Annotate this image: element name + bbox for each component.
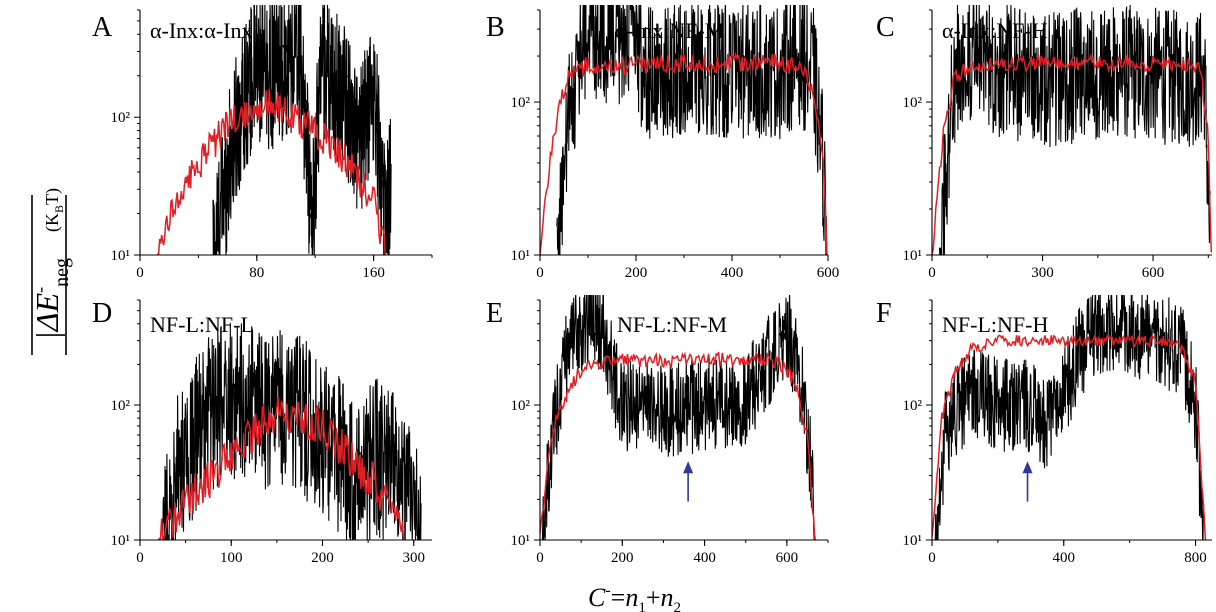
y-axis-label: |ΔE-neg (KBT) bbox=[29, 188, 73, 355]
x-tick-label: 600 bbox=[776, 550, 799, 566]
y-tick-label: 10¹ bbox=[111, 248, 131, 264]
xlabel-eq: = bbox=[611, 583, 626, 612]
panel-a: 0 80 160 10¹ 10² A α-Inx:α-Inx bbox=[92, 5, 433, 281]
y-tick-label: 10¹ bbox=[903, 533, 923, 549]
panel-f: 0 400 800 10¹ 10² F NF-L:NF-H bbox=[876, 295, 1212, 566]
x-tick-label: 200 bbox=[611, 550, 634, 566]
marker-arrow-down bbox=[282, 28, 290, 55]
panel-title: α-Inx:α-Inx bbox=[150, 18, 252, 43]
y-tick-label: 10² bbox=[903, 398, 923, 414]
panel-letter: E bbox=[486, 298, 503, 329]
series-red-line bbox=[540, 351, 816, 540]
x-tick-label: 800 bbox=[1184, 550, 1207, 566]
ylabel-sup: - bbox=[30, 287, 50, 293]
panel-title: α-Inx:NF-H bbox=[942, 18, 1048, 43]
marker-arrow-down bbox=[340, 58, 349, 85]
ylabel-units-sub: B bbox=[52, 205, 66, 213]
marker-arrow-down bbox=[308, 196, 317, 223]
marker-arrow-down bbox=[778, 316, 787, 342]
marker-arrow-down bbox=[362, 84, 371, 111]
x-tick-label: 0 bbox=[928, 265, 936, 281]
ylabel-sub: neg bbox=[51, 258, 73, 287]
series-red-line bbox=[156, 89, 387, 255]
highlight-arrow-up bbox=[1022, 461, 1033, 502]
x-tick-label: 200 bbox=[625, 265, 648, 281]
svg-text:(KBT): (KBT) bbox=[42, 188, 66, 232]
panel-letter: C bbox=[876, 12, 895, 43]
x-tick-label: 0 bbox=[136, 265, 144, 281]
panel-title: NF-L:NF-H bbox=[942, 312, 1048, 337]
x-tick-label: 0 bbox=[536, 265, 544, 281]
xlabel-plus: + bbox=[646, 583, 661, 612]
panel-b: 0 200 400 600 10¹ 10² B α-Inx:NF-M bbox=[486, 5, 840, 281]
panel-letter: B bbox=[486, 12, 505, 43]
marker-arrow-down bbox=[231, 366, 240, 393]
panel-title: NF-L:NF-M bbox=[617, 312, 727, 337]
series-red-line bbox=[932, 53, 1212, 255]
x-tick-label: 0 bbox=[928, 550, 936, 566]
x-tick-label: 200 bbox=[311, 550, 334, 566]
x-tick-label: 400 bbox=[1053, 550, 1076, 566]
panel-d: 0 100 200 300 10¹ 10² D NF-L:NF-L bbox=[92, 298, 432, 566]
series-red-line bbox=[540, 52, 828, 255]
y-tick-label: 10¹ bbox=[511, 248, 531, 264]
x-tick-label: 300 bbox=[1031, 265, 1054, 281]
panel-e: 0 200 400 600 10¹ 10² E NF-L:NF-M bbox=[486, 295, 829, 566]
marker-arrow-down bbox=[379, 163, 388, 190]
series-red-line bbox=[932, 333, 1207, 540]
xlabel-c-sup: - bbox=[605, 582, 610, 599]
xlabel-c: C bbox=[588, 583, 606, 612]
panel-c: 0 300 600 10¹ 10² C α-Inx:NF-H bbox=[876, 5, 1212, 281]
x-axis-label: C-=n1+n2 bbox=[588, 582, 681, 612]
series-red-line bbox=[157, 397, 405, 540]
series-black-line bbox=[938, 5, 1211, 255]
x-tick-label: 0 bbox=[136, 550, 144, 566]
xlabel-n2-sub: 2 bbox=[674, 600, 682, 612]
ylabel-units: (K bbox=[42, 213, 63, 232]
x-tick-label: 400 bbox=[721, 265, 744, 281]
panels-group: 0 80 160 10¹ 10² A α-Inx:α-Inx 0 200 400 600 10¹ 10²… bbox=[92, 5, 1212, 566]
series-black-line bbox=[212, 5, 392, 255]
panel-letter: D bbox=[92, 298, 112, 329]
panel-title: NF-L:NF-L bbox=[150, 312, 254, 337]
panel-letter: A bbox=[92, 12, 113, 43]
y-tick-label: 10¹ bbox=[903, 248, 923, 264]
xlabel-n1-sub: 1 bbox=[638, 600, 646, 612]
x-tick-label: 600 bbox=[817, 265, 840, 281]
x-tick-label: 160 bbox=[362, 265, 385, 281]
xlabel-n1: n bbox=[625, 583, 638, 612]
ylabel-units-end: T) bbox=[42, 188, 63, 205]
y-tick-label: 10² bbox=[903, 95, 923, 111]
y-tick-label: 10² bbox=[511, 95, 531, 111]
y-tick-label: 10² bbox=[111, 110, 131, 126]
y-tick-label: 10² bbox=[511, 398, 531, 414]
marker-arrow-down bbox=[384, 434, 393, 461]
highlight-arrow-up bbox=[683, 461, 694, 502]
xlabel-n2: n bbox=[661, 583, 674, 612]
panel-title: α-Inx:NF-M bbox=[615, 18, 724, 43]
x-tick-label: 100 bbox=[220, 550, 243, 566]
marker-arrow-down bbox=[588, 316, 597, 342]
x-tick-label: 80 bbox=[249, 265, 264, 281]
y-tick-label: 10¹ bbox=[511, 533, 531, 549]
x-tick-label: 300 bbox=[403, 550, 426, 566]
series-black-line bbox=[162, 323, 422, 540]
x-tick-label: 0 bbox=[536, 550, 544, 566]
x-tick-label: 400 bbox=[693, 550, 716, 566]
x-tick-label: 600 bbox=[1142, 265, 1165, 281]
y-tick-label: 10¹ bbox=[111, 533, 131, 549]
svg-text:|ΔE-neg: |ΔE-neg bbox=[29, 258, 73, 340]
panel-letter: F bbox=[876, 298, 892, 329]
ylabel-delta-e: |ΔE bbox=[29, 292, 65, 340]
y-tick-label: 10² bbox=[111, 398, 131, 414]
